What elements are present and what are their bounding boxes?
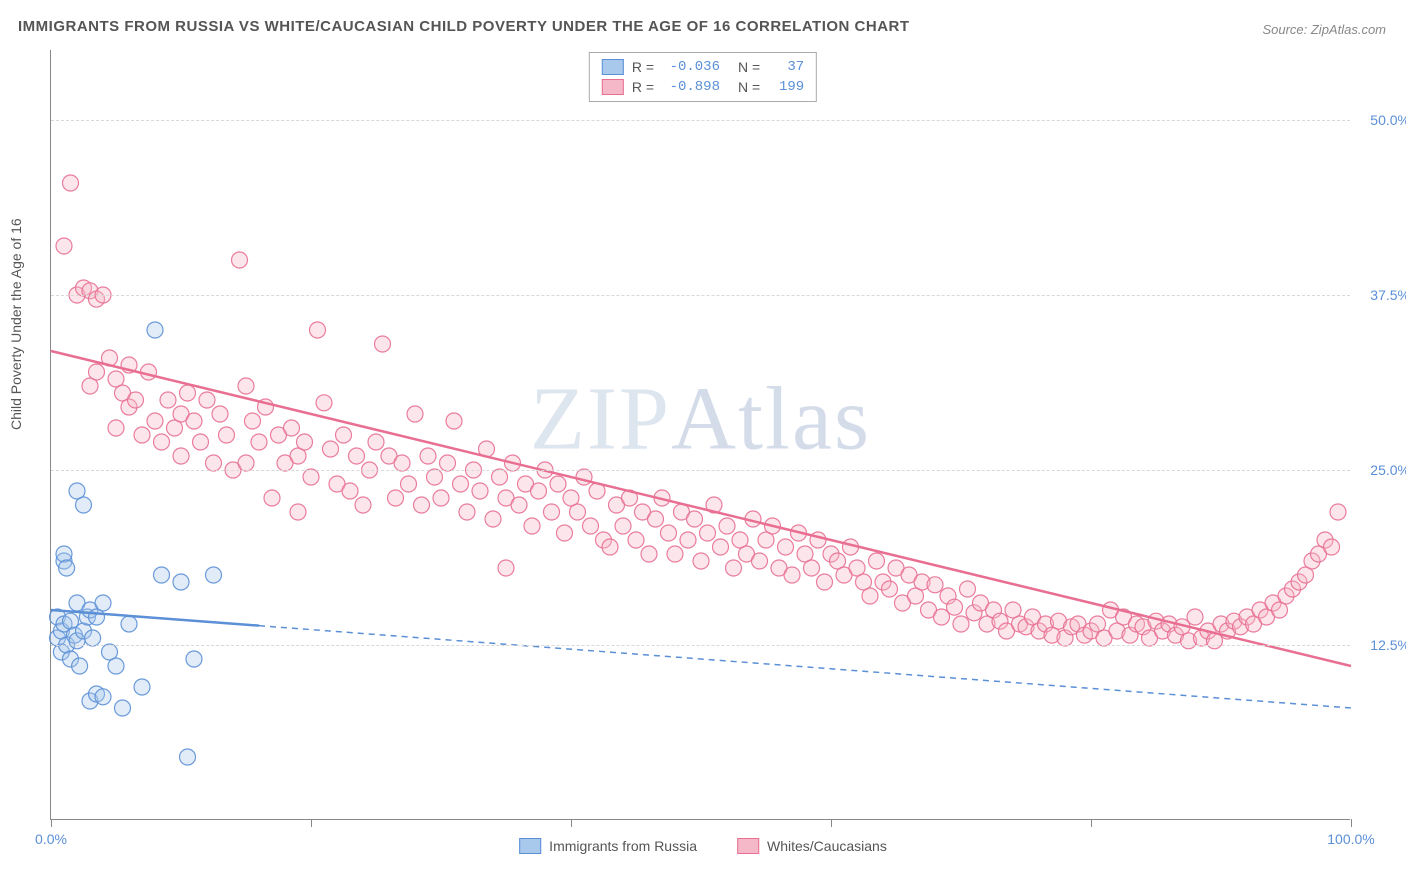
xtick-label: 100.0% [1327, 831, 1374, 847]
y-axis-label: Child Poverty Under the Age of 16 [8, 218, 24, 430]
ytick-label: 12.5% [1370, 637, 1406, 653]
legend-series-item: Immigrants from Russia [519, 838, 697, 854]
legend-stat-row: R =-0.036N =37 [602, 57, 804, 77]
legend-swatch [737, 838, 759, 854]
plot-area: ZIPAtlas 12.5%25.0%37.5%50.0%0.0%100.0% [50, 50, 1350, 820]
ytick-label: 37.5% [1370, 287, 1406, 303]
legend-series: Immigrants from Russia Whites/Caucasians [519, 838, 887, 854]
xtick-label: 0.0% [35, 831, 67, 847]
legend-series-item: Whites/Caucasians [737, 838, 887, 854]
legend-swatch [602, 59, 624, 75]
chart-title: IMMIGRANTS FROM RUSSIA VS WHITE/CAUCASIA… [18, 18, 910, 35]
legend-stat-row: R =-0.898N =199 [602, 77, 804, 97]
correlation-chart: IMMIGRANTS FROM RUSSIA VS WHITE/CAUCASIA… [0, 0, 1406, 892]
source-attribution: Source: ZipAtlas.com [1262, 22, 1386, 37]
ytick-label: 25.0% [1370, 462, 1406, 478]
legend-swatch [602, 79, 624, 95]
legend-stats: R =-0.036N =37R =-0.898N =199 [589, 52, 817, 102]
ytick-label: 50.0% [1370, 112, 1406, 128]
legend-swatch [519, 838, 541, 854]
plot-svg [51, 50, 1350, 819]
